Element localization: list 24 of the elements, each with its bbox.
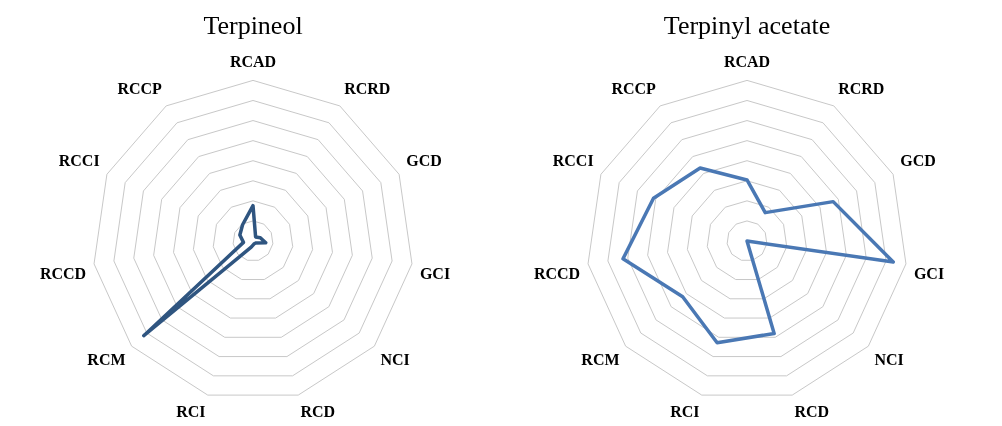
spoke-label: RCM xyxy=(581,351,620,369)
spoke-label: RCD xyxy=(794,402,830,420)
spoke-label: RCCD xyxy=(39,264,87,282)
chart-title: Terpineol xyxy=(203,11,303,41)
spoke-label: RCCI xyxy=(552,151,594,169)
spoke-label: RCM xyxy=(87,351,126,369)
spoke-label: GCD xyxy=(900,151,936,169)
spoke-label: RCCP xyxy=(611,79,657,97)
spoke-label: RCCD xyxy=(533,264,581,282)
spoke-label: RCAD xyxy=(229,52,277,70)
spoke-label: RCI xyxy=(670,402,700,420)
spoke-label: NCI xyxy=(874,351,904,369)
spoke-label: GCD xyxy=(406,151,442,169)
spoke-label: RCRD xyxy=(838,79,885,97)
spoke-label: RCAD xyxy=(723,52,771,70)
spoke-label: RCCP xyxy=(117,79,163,97)
spoke-label: RCI xyxy=(176,402,206,420)
spoke-label: RCCI xyxy=(58,151,100,169)
spoke-label: RCD xyxy=(300,402,336,420)
spoke-label: GCI xyxy=(913,264,945,282)
spoke-label: GCI xyxy=(419,264,451,282)
chart-title: Terpinyl acetate xyxy=(663,11,831,41)
spoke-label: NCI xyxy=(380,351,410,369)
spoke-label: RCRD xyxy=(344,79,391,97)
